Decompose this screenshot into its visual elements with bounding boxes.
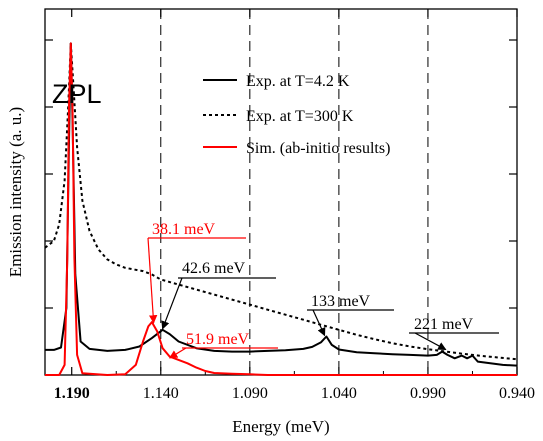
x-tick-label-2: 1.090 (232, 385, 268, 402)
x-tick-label-1: 1.140 (143, 385, 179, 402)
annotation-label-0: 38.1 meV (152, 221, 216, 238)
annotation-arrow-1 (163, 278, 182, 329)
annotation-arrow-2 (170, 348, 186, 358)
annotation-label-3: 133 meV (311, 293, 371, 310)
x-axis-label: Energy (meV) (232, 417, 329, 436)
legend-label-exp-300k: Exp. at T=300 K (246, 108, 354, 125)
zpl-label: ZPL (52, 79, 102, 109)
annotation-arrow-0 (148, 238, 154, 323)
y-axis-label: Emission intensity (a. u.) (6, 107, 25, 277)
annotation-label-1: 42.6 meV (182, 260, 246, 277)
legend: Exp. at T=4.2 K Exp. at T=300 K Sim. (ab… (203, 73, 390, 157)
dashed-gridlines (161, 9, 428, 375)
annotations-layer: 38.1 meV 42.6 meV 51.9 meV 133 meV 221 meV (148, 221, 499, 358)
legend-label-sim: Sim. (ab-initio results) (246, 140, 390, 157)
x-tick-label-3: 1.040 (321, 385, 357, 402)
x-tick-label-4: 0.990 (410, 385, 446, 402)
annotation-label-2: 51.9 meV (186, 331, 250, 348)
legend-label-exp-4k: Exp. at T=4.2 K (246, 73, 350, 90)
x-tick-label-0: 1.190 (54, 385, 90, 402)
series-exp-300k (45, 43, 517, 359)
x-tick-label-5: 0.940 (499, 385, 535, 402)
annotation-label-4: 221 meV (414, 316, 474, 333)
axis-ticks: 1.190 1.140 1.090 1.040 0.990 0.940 (45, 9, 535, 402)
